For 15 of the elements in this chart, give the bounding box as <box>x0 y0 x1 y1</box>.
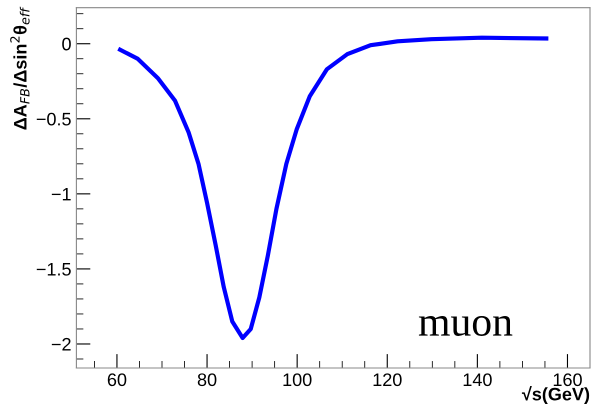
y-axis-title: ΔA$_{FB}$/Δsin$^{2}$θ$_{eff}$ <box>10 6 30 130</box>
y-tick-label: −1.5 <box>36 263 71 276</box>
x-tick-label: 80 <box>198 373 216 386</box>
x-tick-label: 100 <box>283 373 312 386</box>
annotation: muon <box>418 316 512 336</box>
y-tick-label: −1 <box>52 188 71 200</box>
y-tick-label: −2 <box>52 338 71 351</box>
x-tick-label: 120 <box>374 373 402 386</box>
x-tick-label: 160 <box>554 373 582 386</box>
x-axis-title: √s(GeV) <box>522 386 590 404</box>
x-tick-label: 140 <box>464 373 492 386</box>
line-series <box>118 36 548 340</box>
y-tick-label: 0 <box>62 38 71 50</box>
x-tick-label: 60 <box>108 373 126 386</box>
y-tick-label: −0.5 <box>36 112 71 126</box>
